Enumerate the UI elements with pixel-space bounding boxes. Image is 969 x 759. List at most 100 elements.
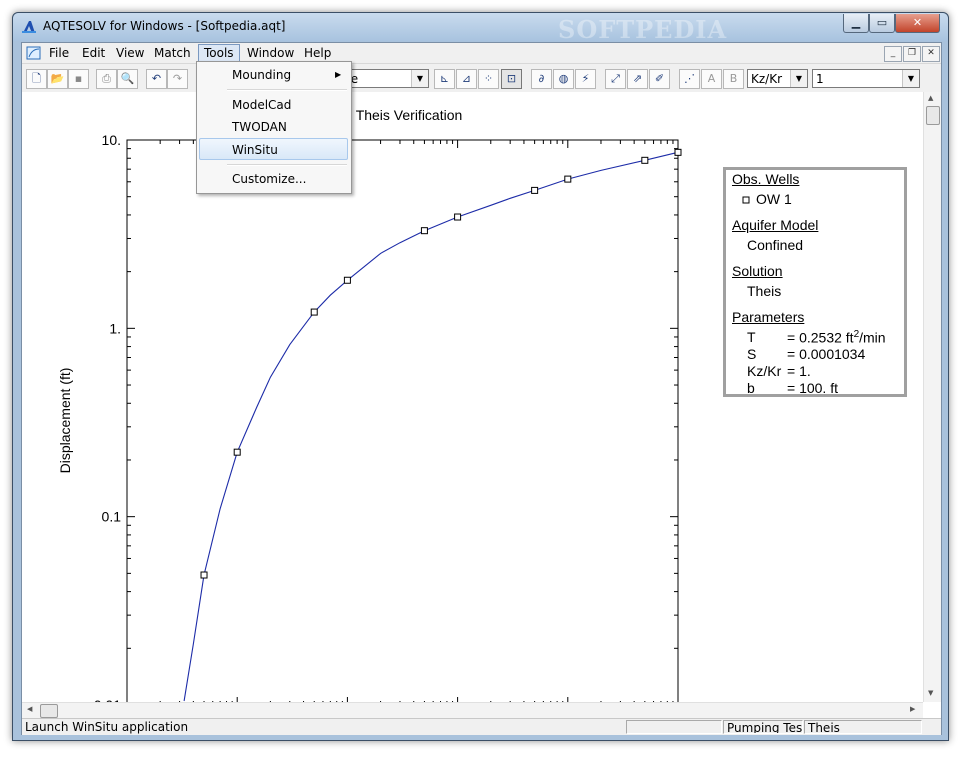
submenu-arrow-icon: ▶ <box>335 70 342 79</box>
save-icon[interactable]: ▪ <box>68 69 89 89</box>
solution-heading: Solution <box>732 263 783 279</box>
menu-view[interactable]: View <box>116 46 145 60</box>
observation-point-marker <box>200 571 208 579</box>
y-axis-label: Displacement (ft) <box>57 368 73 474</box>
y-tick-label: 1. <box>109 320 121 336</box>
title-bar[interactable]: AQTESOLV for Windows - [Softpedia.aqt] S… <box>13 13 948 44</box>
scroll-down-icon[interactable]: ▼ <box>928 689 934 697</box>
horizontal-scroll-thumb[interactable] <box>40 704 58 718</box>
menu-item-mounding-label: Mounding <box>232 68 292 82</box>
menu-match[interactable]: Match <box>154 46 191 60</box>
client-area: File Edit View Match Tools Window Help _… <box>21 42 942 735</box>
scroll-up-icon[interactable]: ▲ <box>928 94 934 102</box>
obs-well-name: OW 1 <box>756 191 792 207</box>
observation-points <box>200 148 682 579</box>
menu-window[interactable]: Window <box>247 46 295 60</box>
auto-match-icon[interactable]: ⇗ <box>627 69 648 89</box>
menu-help[interactable]: Help <box>304 46 332 60</box>
b-curve-icon[interactable]: B <box>723 69 744 89</box>
mdi-minimize-button[interactable]: _ <box>884 46 902 62</box>
undo-icon[interactable]: ↶ <box>146 69 167 89</box>
app-window: AQTESOLV for Windows - [Softpedia.aqt] S… <box>12 12 949 741</box>
theis-curve <box>183 151 679 702</box>
menu-edit[interactable]: Edit <box>82 46 106 60</box>
parameter-select[interactable]: Kz/Kr ▼ <box>747 69 808 88</box>
derivative-icon[interactable]: ∂ <box>531 69 552 89</box>
plot-canvas[interactable]: Theis Verification 0.111010010001.0E+4 0… <box>22 92 923 702</box>
menu-item-customize[interactable]: Customize... <box>232 172 307 186</box>
mdi-close-button[interactable]: ✕ <box>922 46 940 62</box>
observation-point-marker <box>531 186 539 194</box>
chart-title: Theis Verification <box>356 107 463 123</box>
observation-point-marker <box>233 448 241 456</box>
menu-bar: File Edit View Match Tools Window Help _… <box>22 43 941 63</box>
close-button[interactable]: ✕ <box>895 14 940 33</box>
scroll-right-icon[interactable]: ▶ <box>910 705 916 713</box>
status-message: Launch WinSitu application <box>25 720 189 734</box>
visual-match-icon[interactable]: ✐ <box>649 69 670 89</box>
menu-file[interactable]: File <box>49 46 70 60</box>
document-icon[interactable] <box>26 45 42 61</box>
a-curve-icon[interactable]: A <box>701 69 722 89</box>
parameter-value: Kz/Kr <box>751 72 783 86</box>
mdi-restore-button[interactable]: ❐ <box>903 46 921 62</box>
parameters-heading: Parameters <box>732 309 805 325</box>
aquifer-model-heading: Aquifer Model <box>732 217 819 233</box>
tools-dropdown-menu: Mounding ▶ ModelCad TWODAN WinSitu Custo… <box>196 61 352 194</box>
vertical-scroll-thumb[interactable] <box>926 106 940 125</box>
softpedia-watermark: SOFTPEDIA <box>558 15 728 44</box>
value-select[interactable]: 1 ▼ <box>812 69 920 88</box>
param-b-value: = 100. ft <box>787 380 838 396</box>
observation-point-marker <box>343 276 351 284</box>
open-folder-icon[interactable]: 📂 <box>47 69 68 89</box>
minimize-button[interactable]: ▁ <box>843 14 869 33</box>
y-tick-labels: 0.01 0.1 1. 10. <box>94 132 121 702</box>
horizontal-scrollbar[interactable]: ◀ ▶ <box>22 702 923 719</box>
param-t-value: = 0.2532 ft2/min <box>787 329 886 346</box>
chevron-down-icon[interactable]: ▼ <box>790 70 807 87</box>
scroll-left-icon[interactable]: ◀ <box>27 705 33 713</box>
vertical-scrollbar[interactable]: ▲ ▼ <box>923 92 941 702</box>
plot-document[interactable]: Theis Verification 0.111010010001.0E+4 0… <box>22 92 941 719</box>
menu-item-twodan[interactable]: TWODAN <box>232 120 287 134</box>
print-icon[interactable]: ⎙ <box>96 69 117 89</box>
observation-point-marker <box>564 175 572 183</box>
status-panel-solution: Theis <box>804 720 922 734</box>
app-icon[interactable] <box>21 19 37 35</box>
square-marker-icon <box>742 196 750 204</box>
solution-value: Theis <box>747 283 782 299</box>
status-bar: Launch WinSitu application Pumping Test … <box>22 718 941 735</box>
menu-item-modelcad[interactable]: ModelCad <box>232 98 292 112</box>
param-b-name: b <box>747 380 755 396</box>
new-file-icon[interactable]: 🗋 <box>26 69 47 89</box>
menu-tools[interactable]: Tools <box>198 44 240 62</box>
linear-plot-icon[interactable]: ⊾ <box>434 69 455 89</box>
semilog-plot-icon[interactable]: ⊿ <box>456 69 477 89</box>
print-preview-icon[interactable]: 🔍 <box>117 69 138 89</box>
chevron-down-icon[interactable]: ▼ <box>411 70 428 87</box>
menu-item-winsitu[interactable]: WinSitu <box>199 138 348 160</box>
param-kzkr-name: Kz/Kr <box>747 363 782 379</box>
param-s-value: = 0.0001034 <box>787 346 866 362</box>
menu-separator <box>227 164 347 166</box>
plot-frame <box>126 139 679 702</box>
maximize-button[interactable]: ▭ <box>869 14 895 33</box>
grid-plot-icon[interactable]: ⁘ <box>478 69 499 89</box>
redo-icon[interactable]: ↷ <box>167 69 188 89</box>
globe-icon[interactable]: ◍ <box>553 69 574 89</box>
chevron-down-icon[interactable]: ▼ <box>902 70 919 87</box>
menu-item-mounding[interactable]: Mounding ▶ <box>199 64 348 86</box>
y-tick-label: 0.01 <box>94 697 121 702</box>
y-tick-label: 0.1 <box>102 509 122 525</box>
obs-wells-heading: Obs. Wells <box>732 171 800 187</box>
param-kzkr-value: = 1. <box>787 363 811 379</box>
type-curve-icon[interactable]: ⤢ <box>605 69 626 89</box>
param-s-name: S <box>747 346 757 362</box>
status-panel-1 <box>626 720 722 734</box>
toolbar: 🗋 📂 ▪ ⎙ 🔍 ↶ ↷ t-time ▼ ⊾ ⊿ ⁘ ⊡ ∂ ◍ ⚡ ⤢ ⇗… <box>22 63 941 92</box>
window-title: AQTESOLV for Windows - [Softpedia.aqt] <box>43 19 286 33</box>
match-icon[interactable]: ⚡ <box>575 69 596 89</box>
loglog-plot-icon[interactable]: ⊡ <box>501 69 522 89</box>
family-curves-icon[interactable]: ⋰ <box>679 69 700 89</box>
observation-point-marker <box>641 156 649 164</box>
